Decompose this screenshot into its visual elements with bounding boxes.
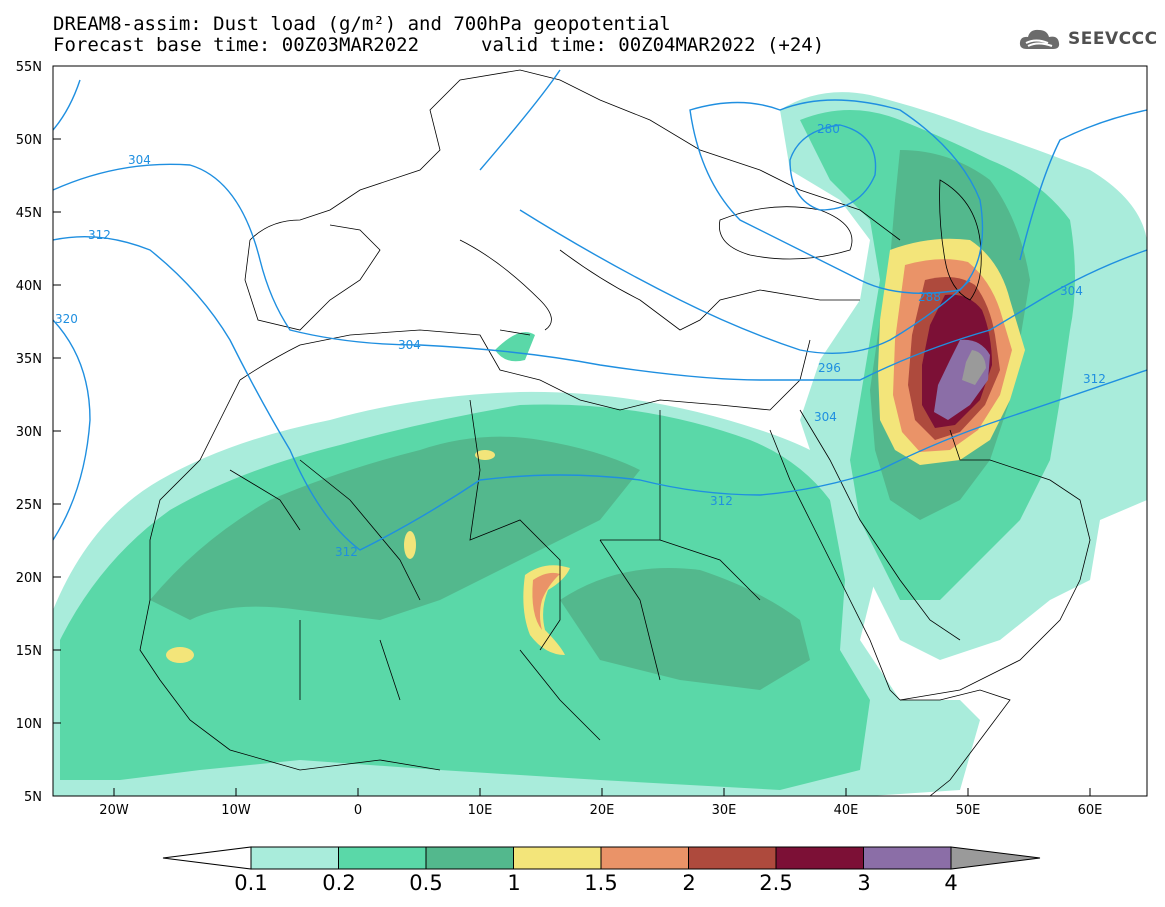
dust-shade-0.2 <box>495 332 535 362</box>
lat-label: 20N <box>16 571 42 586</box>
dust-shade-0.2 <box>60 404 870 790</box>
contour-label: 320 <box>55 312 78 326</box>
europe-coast <box>249 69 901 241</box>
dust-shade-1 <box>475 450 495 460</box>
contour-320 <box>53 319 91 541</box>
coastlines <box>139 69 1091 796</box>
colorbar-tick: 0.5 <box>409 871 443 895</box>
logo-text: SEEVCCC <box>1068 29 1158 49</box>
dust-shade-0.5 <box>560 568 810 690</box>
contour-label: 304 <box>398 338 421 352</box>
lon-label: 10W <box>221 803 251 818</box>
colorbar-cell <box>863 846 952 870</box>
lon-label: 10E <box>468 803 493 818</box>
colorbar-cell <box>600 846 689 870</box>
lat-label: 15N <box>16 644 42 659</box>
balkan-coast <box>559 249 860 331</box>
map-title: DREAM8-assim: Dust load (g/m²) and 700hP… <box>53 13 671 35</box>
red-sea-coast <box>769 409 961 701</box>
colorbar-tick: 3 <box>857 871 871 895</box>
contour-label: 304 <box>1060 284 1083 298</box>
contour-304 <box>53 163 1147 381</box>
seevccc-logo: SEEVCCC <box>1018 24 1158 54</box>
colorbar-tick: 0.2 <box>322 871 356 895</box>
base-time: Forecast base time: 00Z03MAR2022 <box>53 34 420 56</box>
colorbar-tick: 2 <box>682 871 696 895</box>
colorbar-tick: 0.1 <box>234 871 268 895</box>
country-borders <box>229 399 761 741</box>
lat-label: 5N <box>24 790 42 805</box>
colorbar <box>162 846 1041 870</box>
contour-label: 280 <box>817 122 840 136</box>
dust-shade-1 <box>404 531 416 559</box>
lon-label: 60E <box>1078 803 1103 818</box>
contour-label: 304 <box>814 410 837 424</box>
lat-label: 45N <box>16 206 42 221</box>
lon-label: 40E <box>834 803 859 818</box>
dust-field <box>53 92 1147 796</box>
lon-label: 30E <box>712 803 737 818</box>
contour-296 <box>53 69 971 354</box>
geopotential-contours <box>53 69 1147 551</box>
lat-label: 25N <box>16 498 42 513</box>
contour-label: 288 <box>918 290 941 304</box>
lat-label: 35N <box>16 352 42 367</box>
lat-label: 30N <box>16 425 42 440</box>
lon-axis: 20W 10W 0 10E 20E 30E 40E 50E 60E <box>99 788 1102 818</box>
lat-label: 40N <box>16 279 42 294</box>
colorbar-cell <box>513 846 602 870</box>
lat-label: 55N <box>16 60 42 75</box>
lat-axis: 55N 50N 45N 40N 35N 30N 25N 20N 15N 10N … <box>16 60 61 805</box>
contour-label: 312 <box>1083 372 1106 386</box>
lat-label: 10N <box>16 717 42 732</box>
contour-label: 296 <box>818 361 841 375</box>
forecast-times: Forecast base time: 00Z03MAR2022 valid ti… <box>53 34 824 56</box>
colorbar-cell <box>425 846 514 870</box>
lon-label: 50E <box>956 803 981 818</box>
dust-shade-1 <box>166 647 194 663</box>
iberia-coast <box>244 224 381 331</box>
colorbar-cell <box>775 846 864 870</box>
lat-label: 50N <box>16 133 42 148</box>
horn-coast <box>900 689 1011 796</box>
contour-304-east <box>1019 109 1147 261</box>
colorbar-tick: 2.5 <box>759 871 793 895</box>
contour-label: 312 <box>335 545 358 559</box>
contour-280 <box>789 124 877 211</box>
dust-shade-0.5 <box>150 436 640 620</box>
contour-label: 312 <box>710 494 733 508</box>
africa-west-coast <box>139 379 441 771</box>
contour-label: 312 <box>88 228 111 242</box>
cloud-icon <box>1019 29 1060 49</box>
colorbar-cell <box>688 846 777 870</box>
africa-north-coast <box>239 329 811 411</box>
valid-time: valid time: 00Z04MAR2022 (+24) <box>481 34 825 56</box>
colorbar-cells <box>250 846 952 870</box>
colorbar-tick: 4 <box>944 871 958 895</box>
contour-312 <box>53 235 1147 551</box>
caspian-coast <box>939 179 982 301</box>
colorbar-cell <box>338 846 427 870</box>
colorbar-tick: 1.5 <box>584 871 618 895</box>
colorbar-cell <box>250 846 339 870</box>
lon-label: 20W <box>99 803 129 818</box>
italy-coast <box>459 239 552 336</box>
arabia-coast <box>899 429 1091 701</box>
lon-label: 0 <box>354 803 362 818</box>
colorbar-lower-arrow <box>162 846 252 870</box>
black-sea-coast <box>718 206 853 260</box>
colorbar-tick: 1 <box>507 871 521 895</box>
contour-288 <box>689 99 984 295</box>
dust-shade-4 <box>962 350 986 385</box>
contour-labels: 304 312 296 304 312 280 288 304 304 312 … <box>55 122 1106 559</box>
lon-label: 20E <box>590 803 615 818</box>
colorbar-upper-arrow <box>950 846 1041 870</box>
contour-label: 304 <box>128 153 151 167</box>
dust-shade-1.5 <box>532 572 560 630</box>
